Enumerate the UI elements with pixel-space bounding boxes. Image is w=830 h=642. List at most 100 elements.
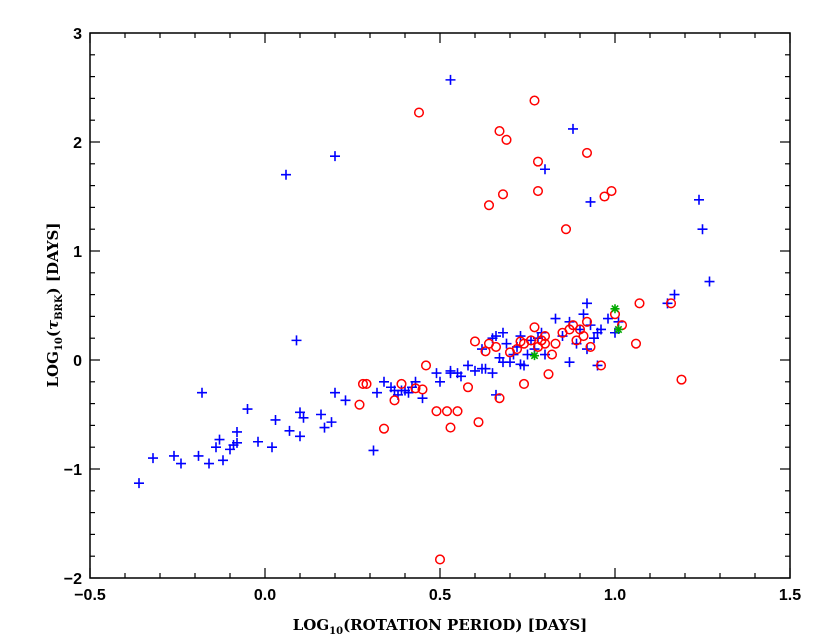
- circle-point: [483, 200, 495, 211]
- plus-point: [669, 289, 680, 300]
- circle-point: [525, 335, 537, 346]
- circle-point: [571, 335, 582, 346]
- circle-point: [494, 126, 505, 137]
- plus-point: [515, 359, 526, 370]
- circle-point: [410, 383, 421, 394]
- plus-point: [582, 298, 592, 309]
- plus-point: [295, 407, 305, 418]
- plus-point: [694, 194, 704, 205]
- circle-point: [532, 186, 544, 197]
- circle-point: [581, 316, 593, 327]
- plus-point: [284, 425, 295, 436]
- plus-point: [214, 434, 225, 445]
- plus-point: [470, 365, 480, 376]
- circle-point: [431, 406, 442, 417]
- plus-point: [372, 387, 382, 398]
- y-tick-label: 1: [73, 244, 82, 261]
- plus-point: [197, 387, 207, 398]
- circle-point: [494, 393, 505, 404]
- plus-point: [704, 276, 715, 287]
- plus-point: [193, 450, 204, 461]
- circle-point: [606, 186, 617, 197]
- plus-point: [431, 368, 442, 379]
- circle-point: [578, 330, 589, 342]
- circle-point: [417, 384, 428, 395]
- plus-point: [379, 376, 389, 387]
- x-tick-label: 1.5: [779, 587, 801, 604]
- plus-point: [368, 445, 379, 456]
- y-axis-label-prefix: LOG: [44, 351, 62, 387]
- plus-point: [319, 422, 330, 433]
- y-tick-label: 2: [73, 135, 82, 152]
- plus-point: [326, 417, 337, 428]
- circle-point: [630, 338, 642, 349]
- plus-point: [403, 387, 414, 398]
- circle-point: [585, 341, 596, 352]
- plus-point: [568, 123, 578, 134]
- circle-point: [560, 224, 572, 235]
- circle-point: [469, 336, 481, 347]
- plus-point: [176, 458, 186, 469]
- plus-point: [330, 151, 340, 162]
- circle-point: [452, 406, 463, 417]
- plus-point: [578, 309, 589, 320]
- y-tick-label: 0: [73, 353, 82, 370]
- y-axis-label-text: ) [DAYS]: [44, 223, 62, 295]
- plus-point: [242, 404, 253, 415]
- y-axis-label-greek-sub: BRK: [54, 294, 65, 320]
- plus-point: [340, 395, 351, 406]
- circle-point: [546, 349, 558, 360]
- y-axis-label-open: (: [44, 330, 62, 337]
- circle-point: [529, 322, 540, 333]
- x-tick-label: 0.5: [429, 587, 451, 604]
- plus-point: [295, 431, 305, 442]
- plus-point: [603, 313, 613, 324]
- plus-point: [232, 426, 242, 437]
- circle-point: [599, 191, 610, 202]
- circle-point: [413, 107, 425, 118]
- plus-point: [564, 357, 575, 368]
- plus-point: [281, 169, 291, 180]
- star-point: [614, 324, 623, 334]
- plus-point: [204, 458, 214, 469]
- plus-point: [298, 412, 309, 423]
- plus-point: [550, 313, 561, 324]
- y-tick-label: 3: [73, 26, 82, 43]
- circle-point: [490, 341, 502, 352]
- plus-point: [232, 437, 242, 448]
- circle-point: [543, 369, 554, 380]
- x-tick-label: −0.5: [74, 587, 106, 604]
- y-axis-label: LOG10(τBRK) [DAYS]: [44, 223, 65, 388]
- circle-point: [462, 382, 474, 393]
- circle-point: [518, 378, 530, 390]
- circle-point: [445, 422, 456, 433]
- circle-point: [529, 95, 540, 106]
- x-tick-label: 0.0: [254, 587, 276, 604]
- plus-point: [585, 196, 596, 207]
- circle-point: [665, 298, 677, 309]
- circle-point: [595, 360, 607, 371]
- plus-point: [445, 74, 456, 85]
- circle-point: [441, 406, 453, 417]
- circle-point: [473, 417, 484, 428]
- circle-point: [634, 298, 645, 309]
- x-axis-label-text: (ROTATION PERIOD) [DAYS]: [343, 616, 587, 634]
- y-axis-label-greek: τ: [44, 319, 62, 330]
- circle-point: [539, 330, 551, 342]
- plus-point: [445, 365, 456, 376]
- plus-point: [589, 333, 599, 344]
- circle-point: [676, 374, 687, 385]
- plus-point: [134, 478, 144, 489]
- circle-point: [361, 378, 372, 390]
- plot-frame: [89, 32, 791, 579]
- circle-point: [378, 423, 390, 434]
- circle-point: [581, 147, 593, 158]
- plus-point: [498, 357, 508, 368]
- plus-point: [316, 409, 326, 420]
- data-points: [134, 74, 715, 565]
- plus-point: [487, 368, 498, 379]
- tick-labels: −0.5 0.0 0.5 1.0 1.5 −2 −1 0 1 2 3: [64, 26, 801, 604]
- star-point: [530, 351, 539, 361]
- plus-point: [410, 376, 421, 387]
